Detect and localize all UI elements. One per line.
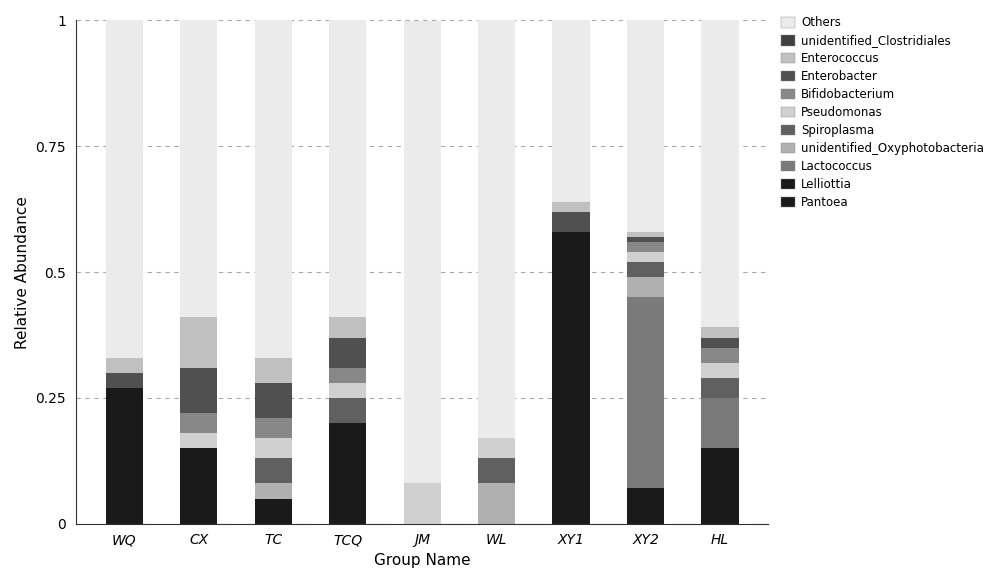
- Bar: [627, 237, 664, 242]
- Bar: [552, 212, 590, 232]
- Bar: [552, 202, 590, 212]
- Bar: [404, 483, 441, 524]
- Y-axis label: Relative Abundance: Relative Abundance: [15, 196, 30, 349]
- Bar: [627, 262, 664, 277]
- Bar: [180, 20, 217, 317]
- Bar: [478, 20, 515, 438]
- Bar: [329, 317, 366, 338]
- Bar: [627, 252, 664, 262]
- Bar: [478, 438, 515, 458]
- Bar: [404, 20, 441, 483]
- Bar: [627, 20, 664, 232]
- Bar: [701, 398, 739, 448]
- Bar: [627, 277, 664, 297]
- Bar: [701, 347, 739, 363]
- Bar: [255, 438, 292, 458]
- Bar: [701, 328, 739, 338]
- Legend: Others, unidentified_Clostridiales, Enterococcus, Enterobacter, Bifidobacterium,: Others, unidentified_Clostridiales, Ente…: [781, 16, 984, 209]
- Bar: [329, 398, 366, 423]
- Bar: [701, 338, 739, 347]
- Bar: [106, 20, 143, 357]
- Bar: [255, 458, 292, 483]
- Bar: [701, 363, 739, 378]
- Bar: [329, 368, 366, 383]
- Bar: [627, 242, 664, 252]
- Bar: [255, 357, 292, 383]
- Bar: [478, 458, 515, 483]
- Bar: [255, 483, 292, 498]
- Bar: [627, 489, 664, 524]
- Bar: [106, 357, 143, 373]
- Bar: [329, 20, 366, 317]
- Bar: [329, 423, 366, 524]
- Bar: [552, 20, 590, 202]
- Bar: [180, 368, 217, 413]
- Bar: [180, 413, 217, 433]
- Bar: [255, 498, 292, 524]
- Bar: [701, 378, 739, 398]
- Bar: [180, 448, 217, 524]
- Bar: [329, 338, 366, 368]
- Bar: [701, 448, 739, 524]
- Bar: [701, 20, 739, 328]
- Bar: [552, 232, 590, 524]
- Bar: [106, 388, 143, 524]
- Bar: [255, 383, 292, 418]
- Bar: [106, 373, 143, 388]
- Bar: [627, 297, 664, 489]
- Bar: [255, 418, 292, 438]
- Bar: [329, 383, 366, 398]
- Bar: [478, 483, 515, 524]
- Bar: [180, 433, 217, 448]
- Bar: [180, 317, 217, 368]
- Bar: [627, 232, 664, 237]
- X-axis label: Group Name: Group Name: [374, 553, 470, 568]
- Bar: [255, 20, 292, 357]
